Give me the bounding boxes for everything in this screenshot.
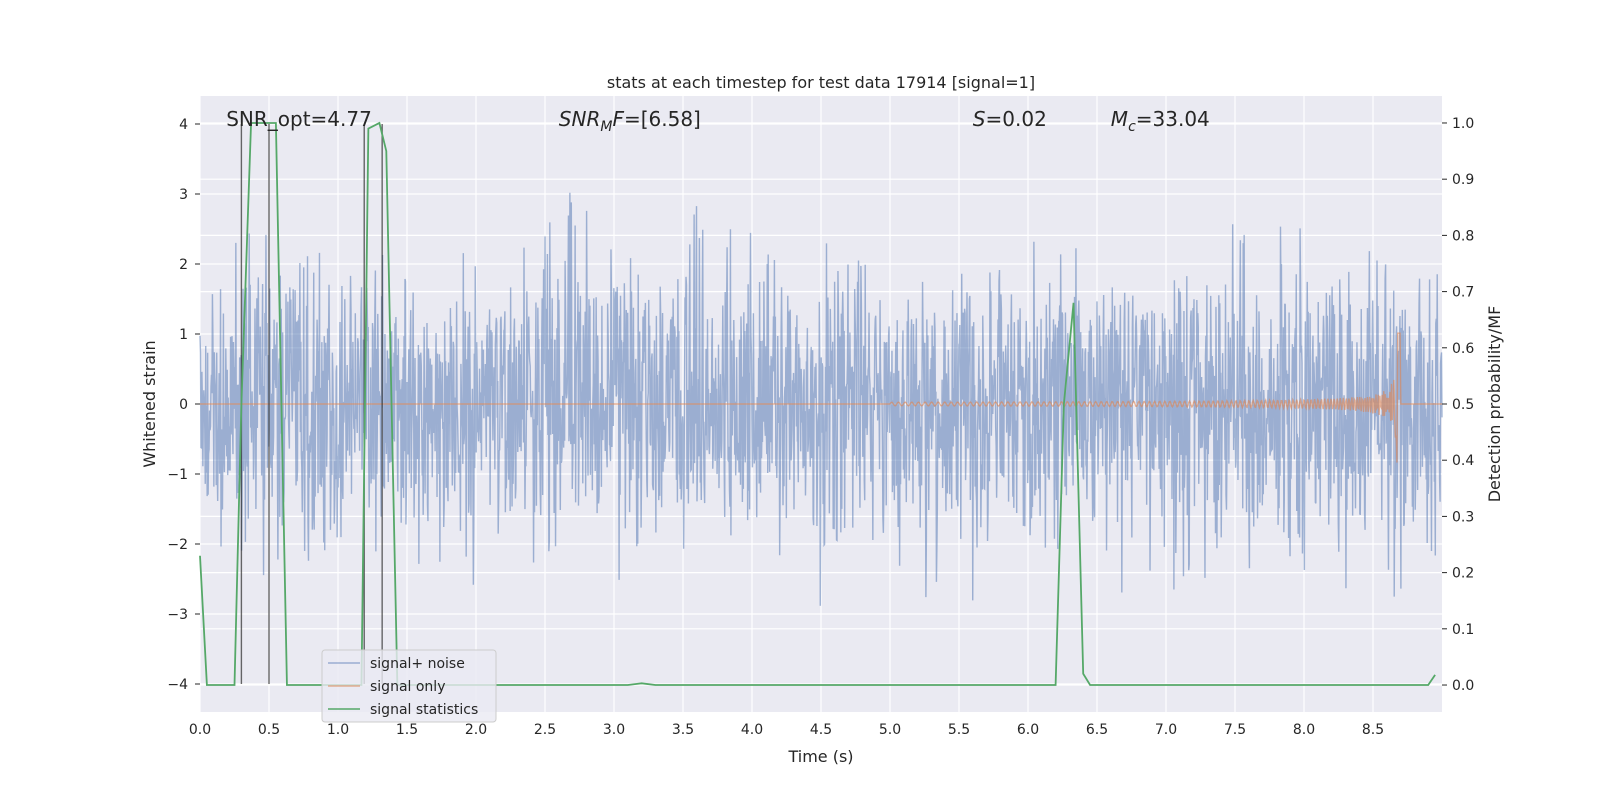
legend-label-signal-noise: signal+ noise <box>370 656 465 672</box>
annotation-s-stat: S=0.02 <box>973 107 1047 131</box>
annotation-snr-mf: SNRMF=[6.58] <box>559 107 701 135</box>
series-layer <box>199 121 1443 686</box>
x-tick-labels: 0.0 0.5 1.0 1.5 2.0 2.5 3.0 3.5 4.0 4.5 5.0 5.5 6.0 6… <box>189 722 1384 738</box>
x-tick-label: 4.0 <box>741 722 763 738</box>
series-signal-statistics <box>199 121 1436 686</box>
y2-tick-label: 0.6 <box>1452 341 1474 357</box>
y2-axis-label: Detection probability/MF <box>1485 306 1504 503</box>
y2-tick-label: 1.0 <box>1452 116 1474 132</box>
x-tick-label: 6.5 <box>1086 722 1108 738</box>
y-tick-label: 0 <box>179 397 188 413</box>
y2-tick-label: 0.3 <box>1452 509 1474 525</box>
x-tick-label: 1.0 <box>327 722 349 738</box>
x-tick-label: 6.0 <box>1017 722 1039 738</box>
x-tick-label: 7.0 <box>1155 722 1177 738</box>
y-tick-label: 3 <box>179 187 188 203</box>
x-tick-label: 7.5 <box>1224 722 1246 738</box>
y2-tick-label: 0.0 <box>1452 678 1474 694</box>
x-tick-label: 4.5 <box>810 722 832 738</box>
y2-tick-label: 0.9 <box>1452 172 1474 188</box>
x-tick-label: 0.0 <box>189 722 211 738</box>
x-tick-label: 0.5 <box>258 722 280 738</box>
x-tick-label: 2.5 <box>534 722 556 738</box>
annotations: SNR_opt=4.77 SNRMF=[6.58] S=0.02 Mc=33.04 <box>226 107 1210 135</box>
x-axis-label: Time (s) <box>787 747 853 766</box>
y2-tick-label: 0.2 <box>1452 566 1474 582</box>
x-tick-label: 1.5 <box>396 722 418 738</box>
y-tick-label: −3 <box>167 607 188 623</box>
y2-tick-label: 0.8 <box>1452 228 1474 244</box>
legend: signal+ noise signal only signal statist… <box>321 649 497 723</box>
annotation-snr-opt: SNR_opt=4.77 <box>226 107 372 131</box>
y-axis-label: Whitened strain <box>140 340 159 467</box>
y2-tick-labels: 0.0 0.1 0.2 0.3 0.4 0.5 0.6 0.7 0.8 0.9 1.0 <box>1442 116 1474 694</box>
series-signal-only <box>200 332 1442 463</box>
y-tick-label: −4 <box>167 677 188 693</box>
y-tick-label: 4 <box>179 117 188 133</box>
x-tick-label: 5.0 <box>879 722 901 738</box>
chart-title: stats at each timestep for test data 179… <box>607 73 1035 92</box>
y2-tick-label: 0.7 <box>1452 285 1474 301</box>
series-signal-noise <box>199 192 1443 606</box>
x-tick-label: 5.5 <box>948 722 970 738</box>
x-tick-label: 8.0 <box>1293 722 1315 738</box>
y-tick-label: −2 <box>167 537 188 553</box>
x-tick-label: 8.5 <box>1362 722 1384 738</box>
annotation-mc: Mc=33.04 <box>1111 107 1210 135</box>
y-tick-label: 1 <box>179 327 188 343</box>
x-tick-label: 3.0 <box>603 722 625 738</box>
y2-tick-label: 0.5 <box>1452 397 1474 413</box>
y2-tick-label: 0.1 <box>1452 622 1474 638</box>
y2-tick-label: 0.4 <box>1452 453 1474 469</box>
legend-label-signal-statistics: signal statistics <box>370 702 478 718</box>
y-tick-labels: −4 −3 −2 −1 0 1 2 3 4 <box>167 117 200 693</box>
legend-box <box>321 649 497 723</box>
y-tick-label: −1 <box>167 467 188 483</box>
x-tick-label: 3.5 <box>672 722 694 738</box>
legend-label-signal-only: signal only <box>370 679 445 695</box>
y-tick-label: 2 <box>179 257 188 273</box>
x-tick-label: 2.0 <box>465 722 487 738</box>
